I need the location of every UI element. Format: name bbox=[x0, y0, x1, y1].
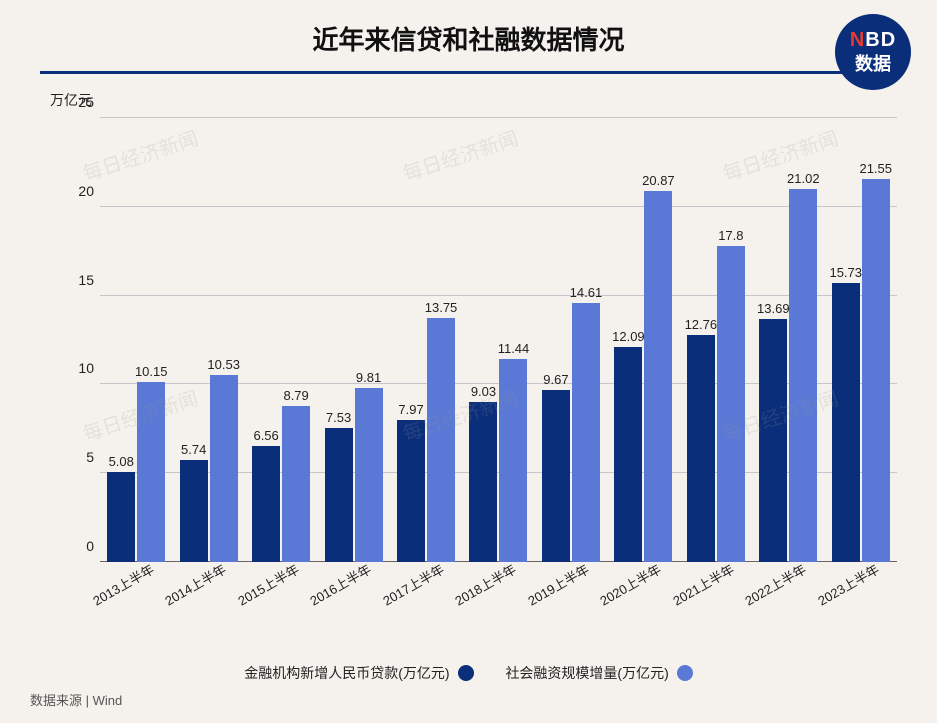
bar-value-label: 5.08 bbox=[109, 454, 134, 469]
bar: 7.53 bbox=[325, 428, 353, 562]
bar-value-label: 6.56 bbox=[253, 428, 278, 443]
bars-container: 5.0810.155.7410.536.568.797.539.817.9713… bbox=[100, 118, 897, 562]
bar: 21.55 bbox=[862, 179, 890, 562]
bar: 10.53 bbox=[210, 375, 238, 562]
legend-item-2: 社会融资规模增量(万亿元) bbox=[505, 663, 692, 683]
bar: 11.44 bbox=[499, 359, 527, 562]
bar-value-label: 12.09 bbox=[612, 329, 645, 344]
source-text: 数据来源 | Wind bbox=[30, 690, 122, 709]
bar-value-label: 20.87 bbox=[642, 173, 675, 188]
bar-value-label: 21.02 bbox=[787, 171, 820, 186]
bar: 20.87 bbox=[644, 191, 672, 562]
category-group: 15.7321.55 bbox=[825, 118, 897, 562]
bar: 15.73 bbox=[832, 283, 860, 562]
x-tick-label: 2021上半年 bbox=[666, 558, 738, 611]
bar-value-label: 7.53 bbox=[326, 410, 351, 425]
bar: 5.74 bbox=[180, 460, 208, 562]
category-group: 7.9713.75 bbox=[390, 118, 462, 562]
bar-value-label: 15.73 bbox=[829, 265, 862, 280]
x-axis-labels: 2013上半年2014上半年2015上半年2016上半年2017上半年2018上… bbox=[100, 606, 897, 625]
x-tick-label: 2023上半年 bbox=[811, 558, 883, 611]
legend-label-2: 社会融资规模增量(万亿元) bbox=[505, 663, 668, 683]
bar: 13.69 bbox=[759, 319, 787, 562]
bar-value-label: 8.79 bbox=[283, 388, 308, 403]
y-tick: 5 bbox=[86, 449, 94, 465]
bar: 9.81 bbox=[355, 388, 383, 562]
bar-value-label: 13.75 bbox=[425, 300, 458, 315]
bar-value-label: 5.74 bbox=[181, 442, 206, 457]
bar: 9.67 bbox=[542, 390, 570, 562]
bar-value-label: 9.67 bbox=[543, 372, 568, 387]
bar: 17.8 bbox=[717, 246, 745, 562]
bar: 5.08 bbox=[107, 472, 135, 562]
bar-value-label: 10.53 bbox=[207, 357, 240, 372]
legend-swatch-1 bbox=[458, 665, 474, 681]
y-tick: 25 bbox=[78, 94, 94, 110]
category-group: 9.6714.61 bbox=[535, 118, 607, 562]
category-group: 12.7617.8 bbox=[680, 118, 752, 562]
category-group: 12.0920.87 bbox=[607, 118, 679, 562]
category-group: 9.0311.44 bbox=[462, 118, 534, 562]
bar: 12.09 bbox=[614, 347, 642, 562]
bar: 14.61 bbox=[572, 303, 600, 562]
title-underline bbox=[40, 71, 897, 74]
legend: 金融机构新增人民币贷款(万亿元) 社会融资规模增量(万亿元) bbox=[0, 663, 937, 683]
bar: 13.75 bbox=[427, 318, 455, 562]
logo-letters-bd: BD bbox=[865, 29, 896, 51]
category-group: 5.0810.15 bbox=[100, 118, 172, 562]
bar-value-label: 21.55 bbox=[859, 161, 892, 176]
bar: 10.15 bbox=[137, 382, 165, 562]
chart-area: 万亿元 0510152025 5.0810.155.7410.536.568.7… bbox=[60, 92, 897, 562]
y-tick: 15 bbox=[78, 272, 94, 288]
y-tick: 0 bbox=[86, 538, 94, 554]
x-tick-label: 2017上半年 bbox=[377, 558, 449, 611]
y-axis: 0510152025 bbox=[60, 118, 100, 562]
bar: 8.79 bbox=[282, 406, 310, 562]
logo-letter-n: N bbox=[850, 29, 865, 51]
x-tick-label: 2015上半年 bbox=[232, 558, 304, 611]
x-tick-label: 2016上半年 bbox=[304, 558, 376, 611]
bar: 21.02 bbox=[789, 189, 817, 562]
nbd-logo: NBD 数据 bbox=[835, 14, 911, 90]
bar: 12.76 bbox=[687, 335, 715, 562]
bar-value-label: 9.81 bbox=[356, 370, 381, 385]
x-tick-label: 2018上半年 bbox=[449, 558, 521, 611]
bar-value-label: 13.69 bbox=[757, 301, 790, 316]
bar-value-label: 14.61 bbox=[570, 285, 603, 300]
bar-value-label: 10.15 bbox=[135, 364, 168, 379]
bar-value-label: 11.44 bbox=[498, 341, 530, 356]
category-group: 5.7410.53 bbox=[172, 118, 244, 562]
x-tick-label: 2014上半年 bbox=[159, 558, 231, 611]
category-group: 6.568.79 bbox=[245, 118, 317, 562]
legend-item-1: 金融机构新增人民币贷款(万亿元) bbox=[244, 663, 473, 683]
logo-top: NBD bbox=[850, 29, 896, 52]
bar: 6.56 bbox=[252, 446, 280, 563]
y-tick: 20 bbox=[78, 183, 94, 199]
legend-swatch-2 bbox=[677, 665, 693, 681]
category-group: 7.539.81 bbox=[317, 118, 389, 562]
bar: 7.97 bbox=[397, 420, 425, 562]
bar: 9.03 bbox=[469, 402, 497, 562]
category-group: 13.6921.02 bbox=[752, 118, 824, 562]
logo-bottom: 数据 bbox=[855, 50, 891, 76]
page-title: 近年来信贷和社融数据情况 bbox=[40, 20, 897, 71]
x-tick-label: 2019上半年 bbox=[522, 558, 594, 611]
x-tick-label: 2022上半年 bbox=[739, 558, 811, 611]
x-tick-label: 2020上半年 bbox=[594, 558, 666, 611]
x-tick-label: 2013上半年 bbox=[87, 558, 159, 611]
bar-value-label: 17.8 bbox=[718, 228, 743, 243]
y-tick: 10 bbox=[78, 360, 94, 376]
bar-value-label: 7.97 bbox=[398, 402, 423, 417]
bar-value-label: 12.76 bbox=[685, 317, 718, 332]
legend-label-1: 金融机构新增人民币贷款(万亿元) bbox=[244, 663, 449, 683]
bar-value-label: 9.03 bbox=[471, 384, 496, 399]
